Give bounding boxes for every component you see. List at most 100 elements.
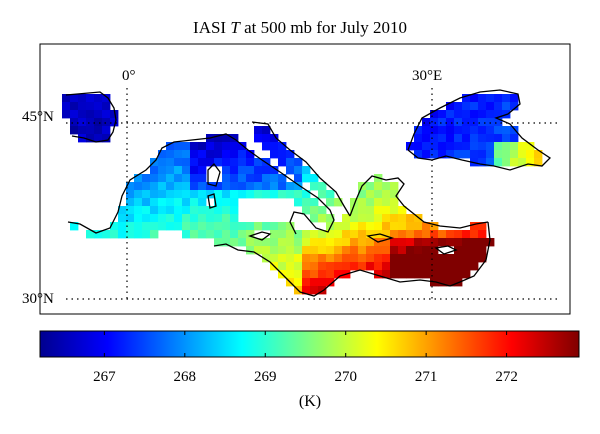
temperature-cell: [262, 134, 271, 143]
temperature-cell: [238, 174, 247, 183]
temperature-cell: [150, 206, 159, 215]
temperature-cell: [238, 166, 247, 175]
temperature-cell: [94, 94, 103, 103]
temperature-cell: [270, 238, 279, 247]
temperature-cell: [318, 286, 327, 295]
temperature-cell: [174, 190, 183, 199]
temperature-cell: [382, 262, 391, 271]
temperature-cell: [470, 110, 479, 119]
temperature-cell: [526, 142, 535, 151]
temperature-cell: [334, 262, 343, 271]
temperature-cell: [70, 126, 79, 135]
temperature-cell: [374, 214, 383, 223]
temperature-cell: [142, 198, 151, 207]
temperature-cell: [62, 94, 71, 103]
temperature-cell: [254, 190, 263, 199]
temperature-cell: [334, 254, 343, 263]
temperature-cell: [430, 142, 439, 151]
temperature-cell: [446, 262, 455, 271]
temperature-cell: [174, 150, 183, 159]
temperature-cell: [334, 222, 343, 231]
temperature-cell: [310, 246, 319, 255]
temperature-cell: [270, 150, 279, 159]
temperature-cell: [422, 222, 431, 231]
temperature-cell: [422, 230, 431, 239]
temperature-cell: [478, 118, 487, 127]
temperature-cell: [278, 174, 287, 183]
temperature-cell: [422, 254, 431, 263]
temperature-cell: [478, 238, 487, 247]
temperature-cell: [198, 150, 207, 159]
temperature-cell: [518, 158, 527, 167]
temperature-cell: [206, 206, 215, 215]
temperature-cell: [222, 150, 231, 159]
temperature-cell: [190, 142, 199, 151]
temperature-cell: [134, 214, 143, 223]
temperature-cell: [214, 222, 223, 231]
temperature-cell: [70, 222, 79, 231]
temperature-cell: [142, 230, 151, 239]
temperature-cell: [78, 94, 87, 103]
temperature-cell: [150, 166, 159, 175]
temperature-cell: [406, 214, 415, 223]
temperature-cell: [454, 110, 463, 119]
temperature-cell: [198, 190, 207, 199]
temperature-cell: [478, 126, 487, 135]
temperature-cell: [454, 134, 463, 143]
temperature-cell: [214, 230, 223, 239]
temperature-cell: [206, 142, 215, 151]
temperature-cell: [286, 182, 295, 191]
temperature-cell: [390, 206, 399, 215]
temperature-cell: [110, 222, 119, 231]
temperature-cell: [430, 262, 439, 271]
temperature-cell: [182, 190, 191, 199]
temperature-cell: [198, 142, 207, 151]
temperature-cell: [262, 126, 271, 135]
temperature-cell: [454, 126, 463, 135]
temperature-cell: [494, 150, 503, 159]
temperature-cell: [446, 102, 455, 111]
temperature-cell: [246, 158, 255, 167]
temperature-cell: [294, 158, 303, 167]
temperature-cell: [158, 214, 167, 223]
temperature-cell: [294, 166, 303, 175]
temperature-cell: [278, 182, 287, 191]
temperature-cell: [318, 262, 327, 271]
temperature-cell: [254, 238, 263, 247]
temperature-cell: [470, 118, 479, 127]
temperature-cell: [302, 286, 311, 295]
colorbar-tick-label: 268: [174, 369, 197, 385]
temperature-cell: [198, 230, 207, 239]
temperature-cell: [350, 206, 359, 215]
temperature-cell: [254, 246, 263, 255]
temperature-cell: [342, 246, 351, 255]
temperature-cell: [510, 134, 519, 143]
temperature-cell: [318, 214, 327, 223]
temperature-cell: [462, 150, 471, 159]
temperature-cell: [262, 238, 271, 247]
temperature-cell: [254, 134, 263, 143]
temperature-cell: [406, 238, 415, 247]
temperature-cell: [126, 198, 135, 207]
temperature-cell: [86, 126, 95, 135]
temperature-cell: [158, 150, 167, 159]
temperature-cell: [470, 262, 479, 271]
temperature-cell: [390, 198, 399, 207]
temperature-cell: [334, 246, 343, 255]
temperature-cell: [398, 270, 407, 279]
temperature-cell: [126, 190, 135, 199]
temperature-cell: [438, 142, 447, 151]
temperature-cell: [390, 262, 399, 271]
temperature-cell: [222, 134, 231, 143]
temperature-cell: [214, 214, 223, 223]
temperature-cell: [334, 270, 343, 279]
coast-islands: [207, 163, 458, 255]
temperature-cell: [326, 190, 335, 199]
temperature-cell: [302, 262, 311, 271]
temperature-cell: [182, 174, 191, 183]
temperature-cell: [150, 230, 159, 239]
temperature-cell: [190, 230, 199, 239]
temperature-cell: [286, 166, 295, 175]
temperature-cell: [166, 166, 175, 175]
temperature-cell: [62, 102, 71, 111]
